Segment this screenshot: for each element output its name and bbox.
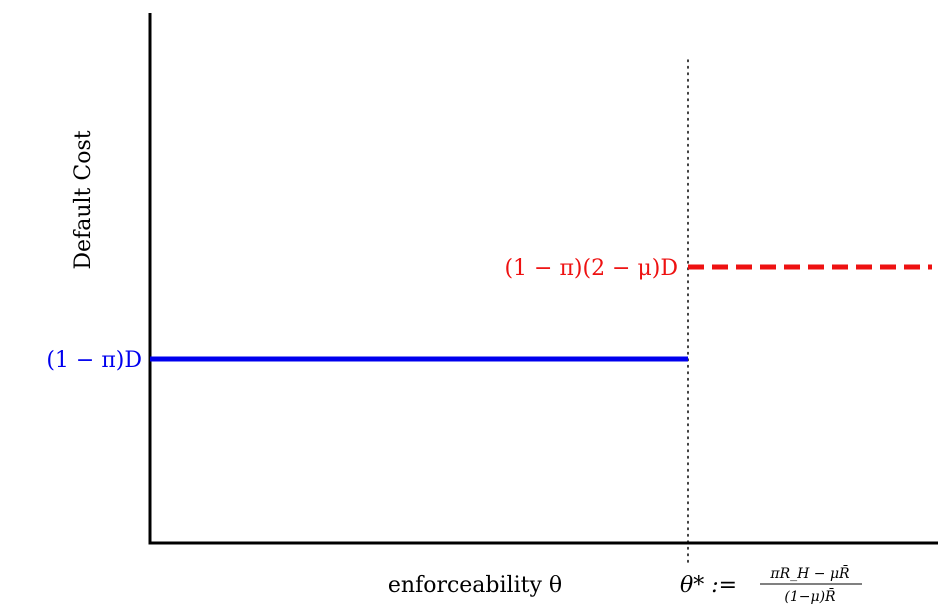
- series-label-red: (1 − π)(2 − μ)D: [504, 256, 678, 281]
- y-axis-label: Default Cost: [71, 130, 96, 269]
- series-label-blue: (1 − π)D: [46, 348, 142, 373]
- threshold-label: θ* :=: [680, 573, 737, 598]
- x-axis-label: enforceability θ: [388, 573, 562, 598]
- threshold-formula-numerator: πR_H − μR̄: [769, 564, 850, 582]
- threshold-formula-denominator: (1−μ)R̄: [784, 587, 836, 605]
